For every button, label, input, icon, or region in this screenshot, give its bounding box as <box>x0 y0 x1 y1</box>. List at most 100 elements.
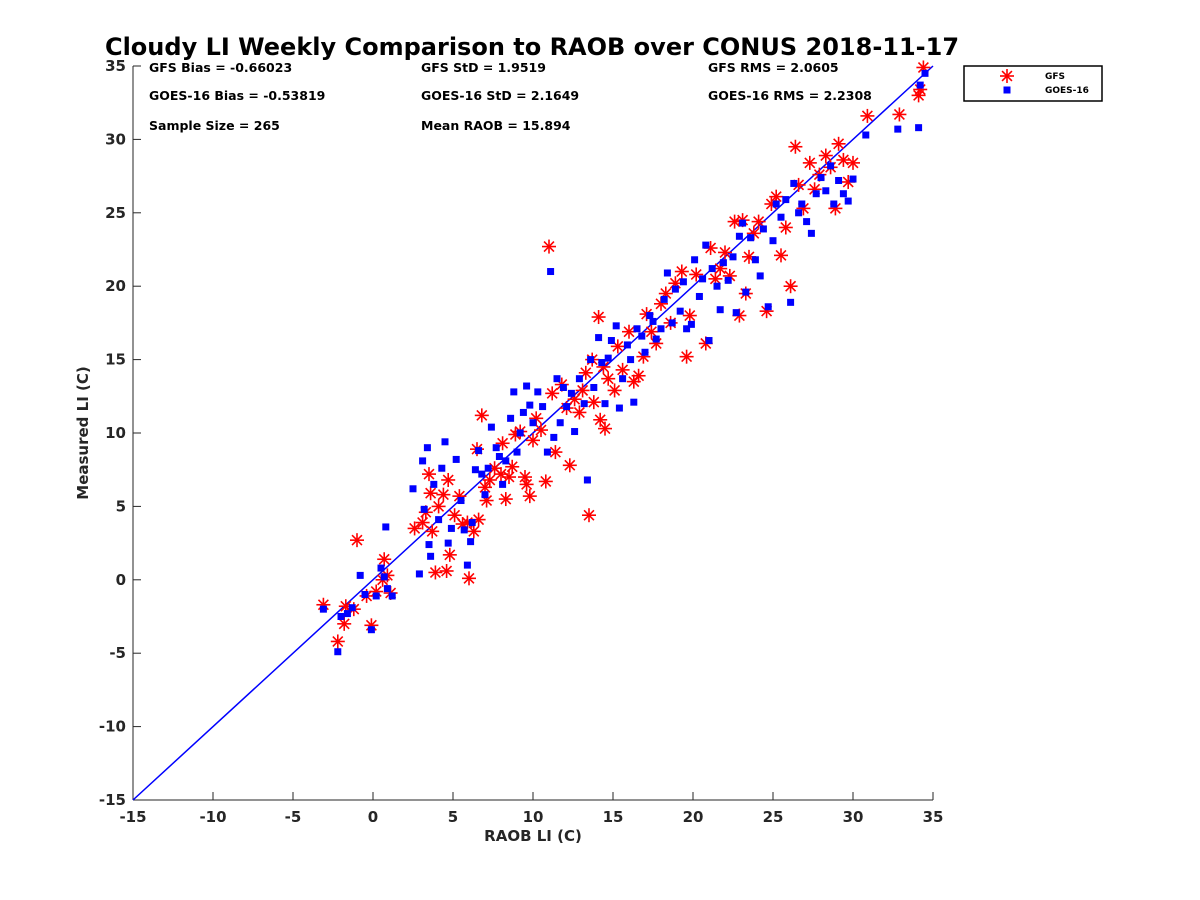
goes-16-point <box>383 585 391 593</box>
goes-16-point <box>513 448 521 456</box>
goes-16-point <box>835 177 843 185</box>
legend: GFS GOES-16 <box>963 65 1103 102</box>
gfs-point <box>778 220 793 235</box>
goes-16-point <box>695 292 703 300</box>
x-axis-label: RAOB LI (C) <box>484 827 582 845</box>
goes-16-point <box>716 306 724 314</box>
goes-16-point <box>343 610 351 618</box>
goes-16-point <box>713 282 721 290</box>
x-tick-label: 15 <box>603 808 624 826</box>
goes-16-point <box>862 131 870 139</box>
goes-16-point <box>687 320 695 328</box>
gfs-point <box>575 383 590 398</box>
gfs-point <box>350 533 364 548</box>
goes-16-point <box>790 179 798 187</box>
gfs-point <box>718 245 732 260</box>
goes-16-point <box>382 523 390 531</box>
gfs-point <box>482 472 497 487</box>
gfs-point <box>498 492 513 507</box>
legend-goes-square <box>1003 86 1011 94</box>
series-gfs <box>316 60 931 649</box>
goes-16-point <box>526 401 534 409</box>
goes-16-point <box>587 356 595 364</box>
goes-16-point <box>361 590 369 598</box>
goes-16-point <box>649 317 657 325</box>
gfs-point <box>428 565 443 580</box>
gfs-point <box>422 467 436 482</box>
goes-16-point <box>803 218 811 226</box>
goes-16-point <box>627 356 635 364</box>
goes-16-point <box>583 476 591 484</box>
goes-16-point <box>844 197 852 205</box>
gfs-point <box>519 477 534 492</box>
goes-16-point <box>438 464 446 472</box>
goes-16-point <box>447 524 455 532</box>
goes-16-point <box>724 276 732 284</box>
goes-16-point <box>478 470 486 478</box>
y-tick-label: 5 <box>116 497 126 515</box>
goes-16-point <box>671 285 679 293</box>
goes-16-point <box>607 337 615 345</box>
gfs-point <box>436 487 451 502</box>
legend-goes-marker <box>1003 86 1011 94</box>
goes-16-point <box>377 564 385 572</box>
gfs-point <box>542 239 556 254</box>
goes-16-point <box>380 573 388 581</box>
gfs-point <box>441 472 456 487</box>
goes-16-point <box>657 325 665 333</box>
goes-16-point <box>420 505 428 513</box>
goes-16-point <box>334 648 342 656</box>
x-tick-label: 5 <box>448 808 458 826</box>
goes-16-point <box>415 570 423 578</box>
gfs-point <box>330 634 345 649</box>
goes-16-point <box>830 200 838 208</box>
goes-16-point <box>435 516 443 524</box>
gfs-point <box>582 508 596 523</box>
goes-16-point <box>550 433 558 441</box>
goes-16-point <box>409 485 417 493</box>
gfs-point <box>631 368 646 383</box>
gfs-point <box>562 458 577 473</box>
goes-16-point <box>356 571 364 579</box>
goes-16-point <box>729 253 737 261</box>
goes-16-point <box>663 269 671 277</box>
gfs-point <box>474 408 489 423</box>
goes-16-point <box>425 541 433 549</box>
goes-16-point <box>751 256 759 264</box>
goes-16-point <box>388 592 396 600</box>
sample-size-text: Sample Size = 265 <box>149 118 280 133</box>
goes-16-point <box>747 234 755 242</box>
gfs-point <box>522 489 537 504</box>
goes-16-point <box>739 219 747 227</box>
gfs-point <box>674 264 689 279</box>
gfs-point <box>545 386 560 401</box>
goes-16-point <box>894 125 902 133</box>
goes-bias-text: GOES-16 Bias = -0.53819 <box>149 88 325 103</box>
gfs-point <box>462 571 476 586</box>
goes-16-point <box>510 388 518 396</box>
goes-16-point <box>769 237 777 245</box>
gfs-bias-text: GFS Bias = -0.66023 <box>149 60 292 75</box>
goes-16-point <box>559 383 567 391</box>
goes-16-point <box>487 423 495 431</box>
gfs-point <box>818 148 833 163</box>
data-points <box>316 60 931 656</box>
goes-16-point <box>367 626 375 634</box>
goes-16-point <box>668 319 676 327</box>
goes-16-point <box>553 375 561 383</box>
goes-16-point <box>590 383 598 391</box>
gfs-point <box>746 226 761 241</box>
x-tick-label: 20 <box>683 808 704 826</box>
goes-16-point <box>812 190 820 198</box>
goes-16-point <box>580 400 588 408</box>
goes-16-point <box>556 419 564 427</box>
goes-16-point <box>534 388 542 396</box>
goes-16-point <box>444 539 452 547</box>
gfs-point <box>644 324 659 339</box>
goes-16-point <box>623 341 631 349</box>
goes-16-point <box>348 604 356 612</box>
one-to-one-line <box>132 65 934 801</box>
goes-16-point <box>839 190 847 198</box>
gfs-point <box>615 362 630 377</box>
